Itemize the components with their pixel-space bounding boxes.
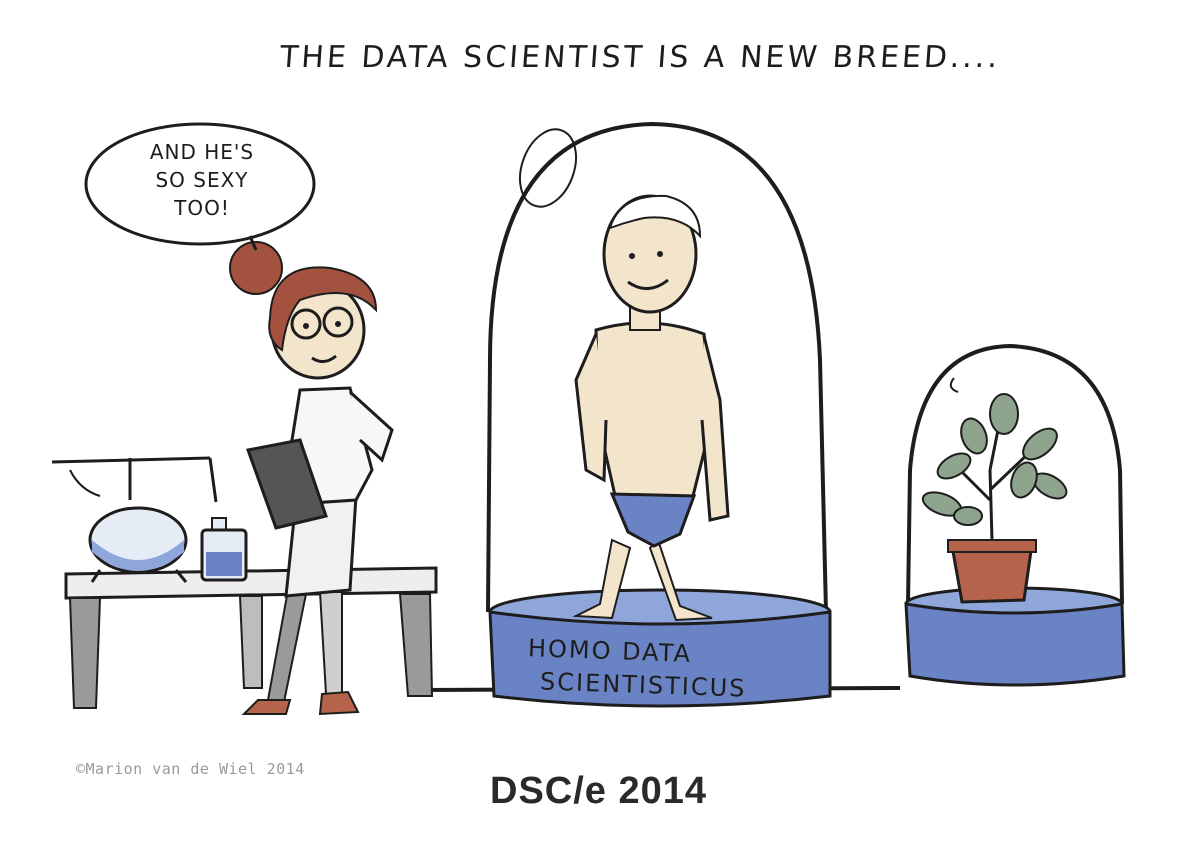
speech-bubble-text: AND HE'S SO SEXY TOO!: [112, 138, 292, 222]
speech-line-2: SO SEXY: [155, 168, 249, 192]
large-bell-jar: [486, 121, 832, 708]
small-bell-jar: [904, 343, 1126, 687]
speech-line-3: TOO!: [174, 196, 230, 220]
footer-title: DSC/e 2014: [490, 770, 708, 812]
woman-scientist: [229, 241, 394, 716]
flask: [51, 456, 218, 583]
artist-credit: ©Marion van de Wiel 2014: [76, 760, 305, 778]
lab-table: [64, 566, 438, 709]
speech-bubble: [84, 122, 316, 251]
reagent-bottle: [200, 517, 248, 582]
headline: THE DATA SCIENTIST IS A NEW BREED....: [278, 40, 1002, 75]
pedestal-label-line-1: HOMO DATA: [527, 634, 693, 668]
data-scientist-man: [572, 194, 730, 622]
potted-plant: [921, 393, 1068, 604]
speech-line-1: AND HE'S: [149, 140, 255, 164]
